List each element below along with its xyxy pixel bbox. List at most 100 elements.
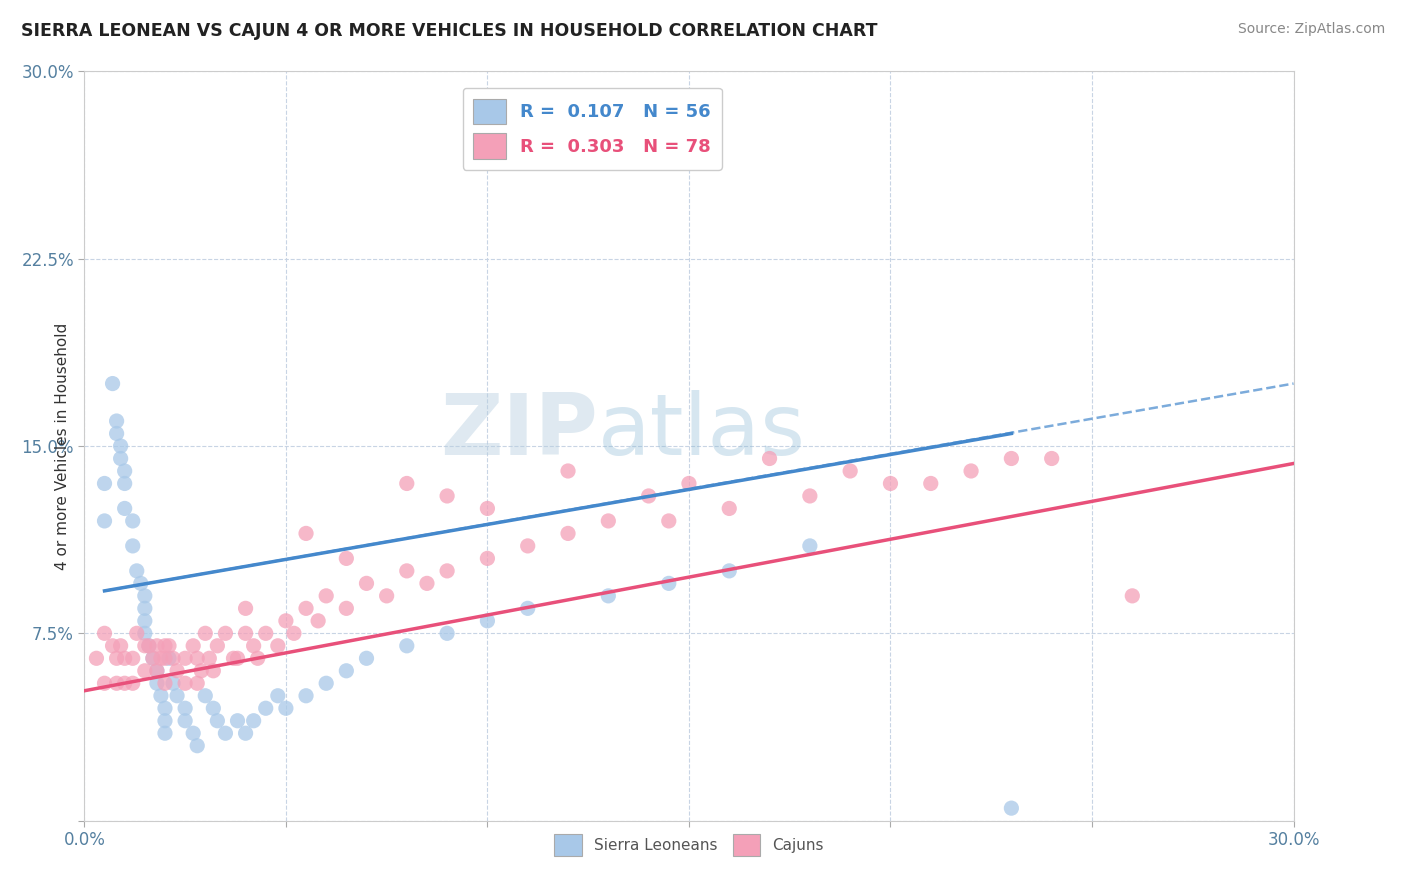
Point bbox=[274, 614, 297, 628]
Point bbox=[436, 626, 458, 640]
Point bbox=[477, 551, 499, 566]
Point bbox=[190, 664, 212, 678]
Point bbox=[142, 651, 165, 665]
Point bbox=[105, 676, 128, 690]
Text: ZIP: ZIP bbox=[440, 390, 599, 473]
Point bbox=[242, 714, 264, 728]
Point bbox=[194, 689, 217, 703]
Point bbox=[1121, 589, 1143, 603]
Point bbox=[516, 539, 538, 553]
Point bbox=[395, 564, 418, 578]
Point bbox=[235, 601, 257, 615]
Point bbox=[1000, 801, 1022, 815]
Point bbox=[315, 589, 337, 603]
Point bbox=[335, 664, 357, 678]
Point bbox=[142, 651, 165, 665]
Point bbox=[134, 664, 156, 678]
Point bbox=[134, 626, 156, 640]
Point bbox=[395, 476, 418, 491]
Point bbox=[1000, 451, 1022, 466]
Point bbox=[198, 651, 221, 665]
Point bbox=[166, 689, 188, 703]
Point bbox=[129, 576, 152, 591]
Point bbox=[274, 701, 297, 715]
Point bbox=[477, 501, 499, 516]
Point bbox=[153, 714, 176, 728]
Point bbox=[101, 639, 124, 653]
Point bbox=[637, 489, 659, 503]
Point bbox=[799, 539, 821, 553]
Y-axis label: 4 or more Vehicles in Household: 4 or more Vehicles in Household bbox=[55, 322, 70, 570]
Text: SIERRA LEONEAN VS CAJUN 4 OR MORE VEHICLES IN HOUSEHOLD CORRELATION CHART: SIERRA LEONEAN VS CAJUN 4 OR MORE VEHICL… bbox=[21, 22, 877, 40]
Point bbox=[86, 651, 108, 665]
Point bbox=[678, 476, 700, 491]
Point bbox=[121, 539, 143, 553]
Point bbox=[93, 476, 115, 491]
Point bbox=[138, 639, 160, 653]
Text: atlas: atlas bbox=[599, 390, 806, 473]
Point bbox=[598, 589, 620, 603]
Point bbox=[110, 451, 132, 466]
Point bbox=[114, 651, 136, 665]
Point bbox=[202, 664, 225, 678]
Point bbox=[146, 676, 169, 690]
Point bbox=[105, 651, 128, 665]
Point bbox=[658, 576, 681, 591]
Point bbox=[194, 626, 217, 640]
Point bbox=[395, 639, 418, 653]
Point bbox=[254, 701, 277, 715]
Point bbox=[93, 514, 115, 528]
Point bbox=[436, 489, 458, 503]
Point bbox=[162, 651, 184, 665]
Point bbox=[254, 626, 277, 640]
Point bbox=[186, 739, 208, 753]
Point bbox=[174, 714, 197, 728]
Point bbox=[718, 564, 741, 578]
Point bbox=[153, 726, 176, 740]
Point bbox=[295, 601, 318, 615]
Point bbox=[114, 676, 136, 690]
Point bbox=[557, 526, 579, 541]
Point bbox=[181, 726, 204, 740]
Point bbox=[114, 464, 136, 478]
Point bbox=[174, 701, 197, 715]
Point bbox=[174, 651, 197, 665]
Point bbox=[222, 651, 245, 665]
Point bbox=[153, 651, 176, 665]
Point bbox=[235, 626, 257, 640]
Point bbox=[149, 689, 172, 703]
Point bbox=[267, 689, 290, 703]
Point bbox=[226, 651, 249, 665]
Point bbox=[598, 514, 620, 528]
Point bbox=[335, 551, 357, 566]
Point bbox=[138, 639, 160, 653]
Point bbox=[93, 626, 115, 640]
Point bbox=[307, 614, 329, 628]
Point bbox=[557, 464, 579, 478]
Point bbox=[202, 701, 225, 715]
Point bbox=[242, 639, 264, 653]
Point bbox=[149, 651, 172, 665]
Point bbox=[162, 676, 184, 690]
Point bbox=[436, 564, 458, 578]
Point bbox=[920, 476, 942, 491]
Point bbox=[207, 639, 229, 653]
Point bbox=[125, 564, 148, 578]
Point bbox=[114, 501, 136, 516]
Point bbox=[125, 626, 148, 640]
Point bbox=[174, 676, 197, 690]
Point bbox=[146, 664, 169, 678]
Point bbox=[226, 714, 249, 728]
Point bbox=[879, 476, 901, 491]
Point bbox=[134, 589, 156, 603]
Point bbox=[114, 476, 136, 491]
Point bbox=[356, 651, 378, 665]
Point bbox=[718, 501, 741, 516]
Point bbox=[758, 451, 780, 466]
Point bbox=[105, 426, 128, 441]
Point bbox=[267, 639, 290, 653]
Point bbox=[207, 714, 229, 728]
Point bbox=[214, 626, 236, 640]
Point bbox=[157, 639, 180, 653]
Point bbox=[960, 464, 983, 478]
